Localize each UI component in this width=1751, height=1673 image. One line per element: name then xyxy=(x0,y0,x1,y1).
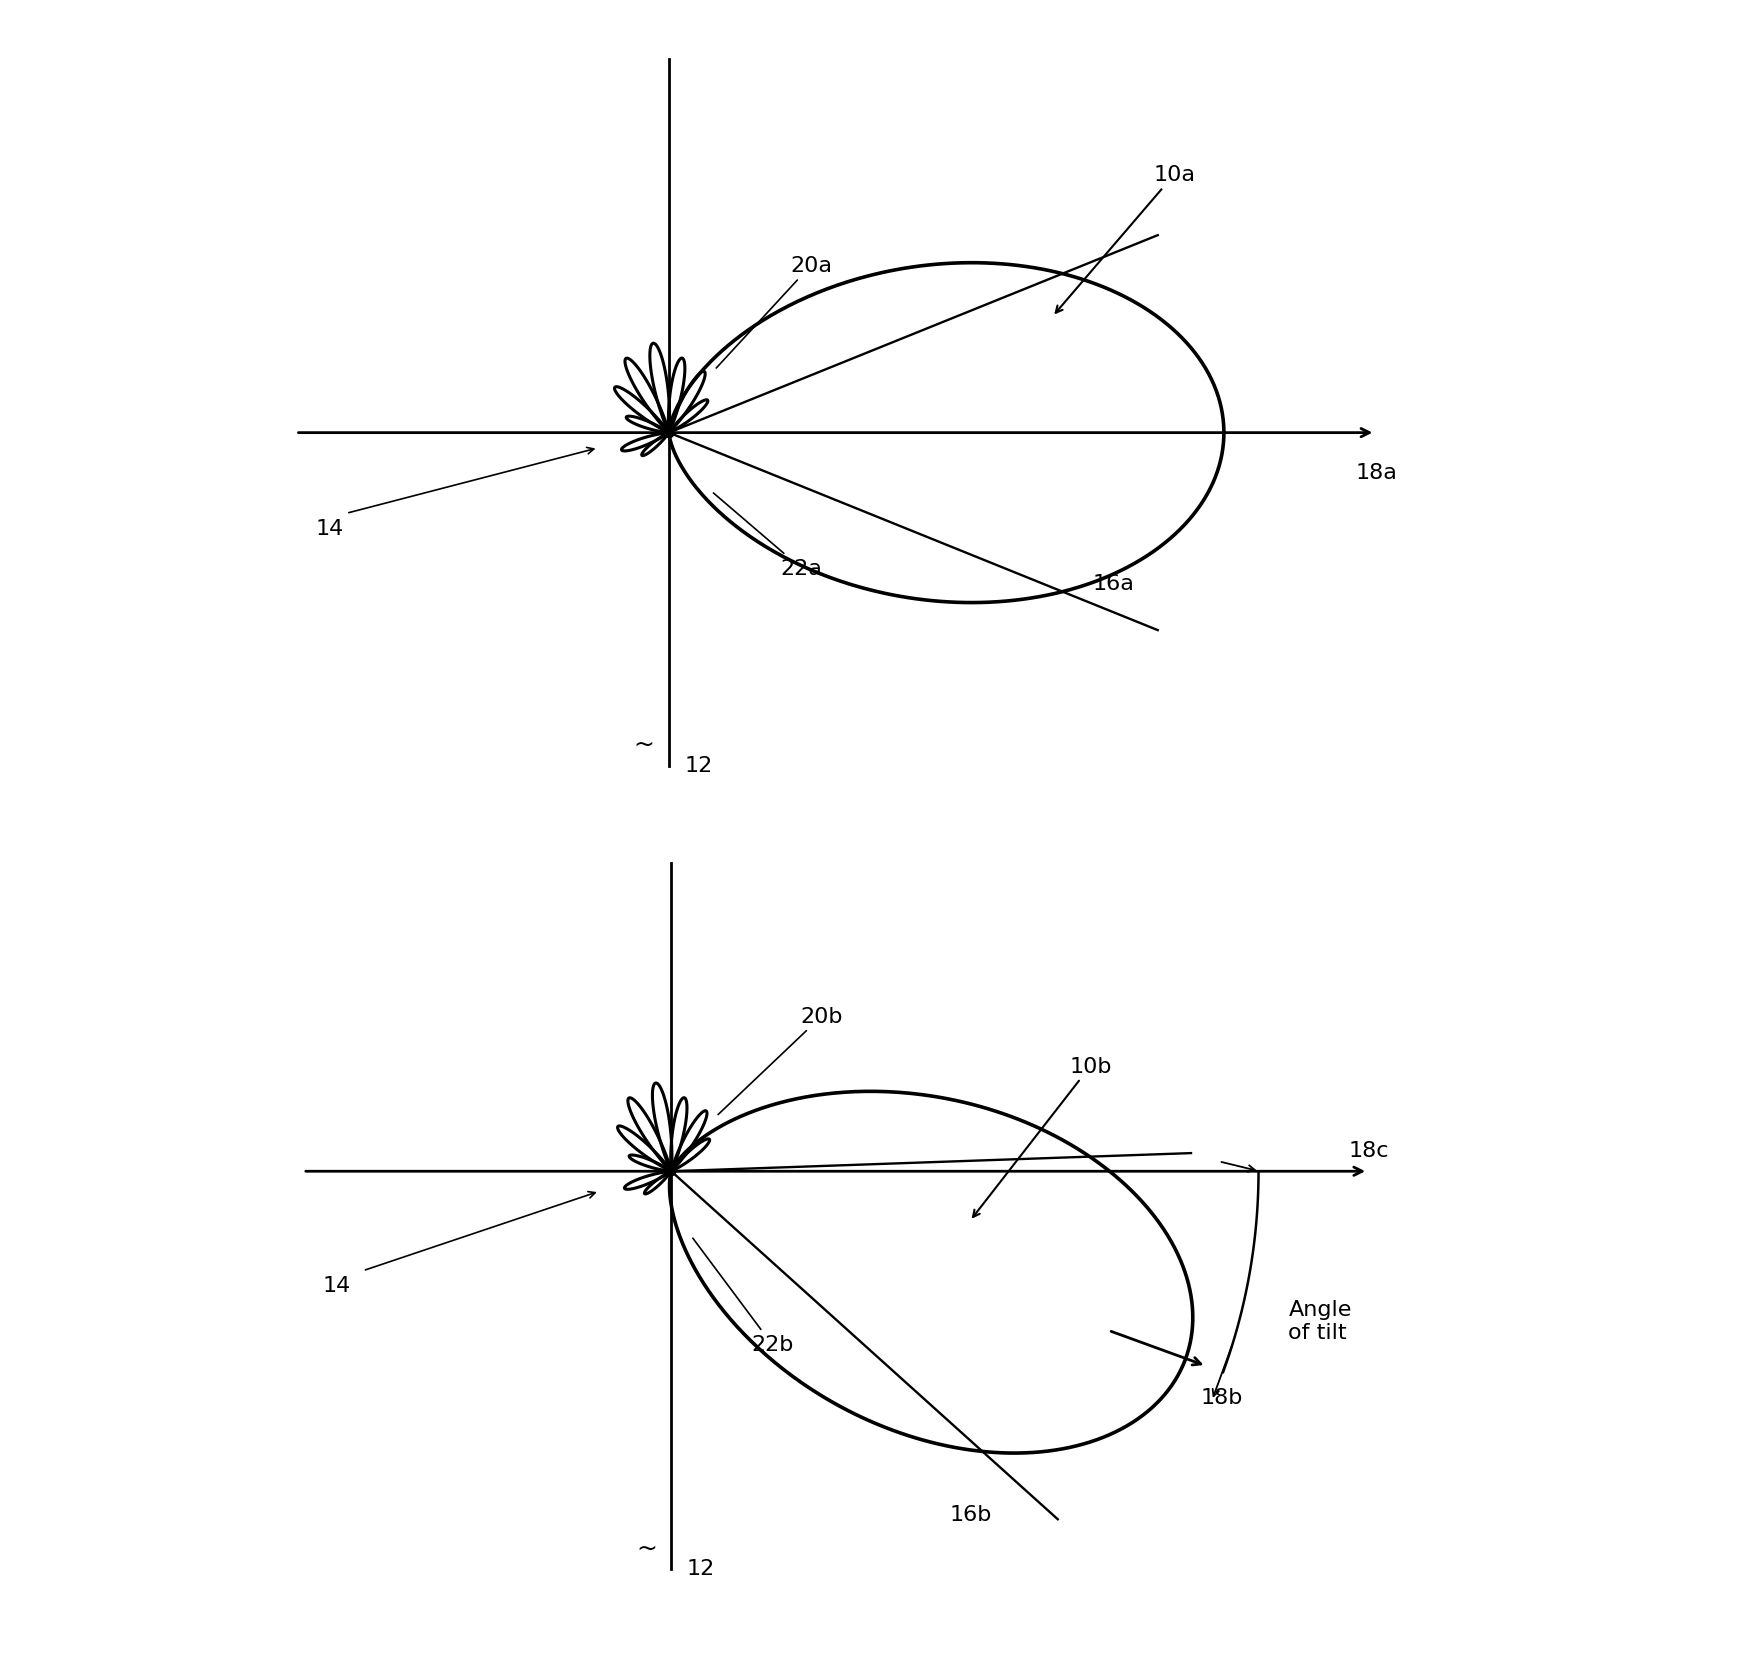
Text: 14: 14 xyxy=(315,519,343,539)
Text: 18c: 18c xyxy=(1348,1141,1389,1161)
Text: ~: ~ xyxy=(636,1536,657,1559)
Text: 14: 14 xyxy=(322,1275,352,1295)
Text: ~: ~ xyxy=(634,733,655,756)
Text: 22b: 22b xyxy=(693,1238,793,1355)
Text: 12: 12 xyxy=(685,755,713,775)
Text: 16b: 16b xyxy=(951,1504,993,1524)
Text: 18b: 18b xyxy=(1201,1387,1243,1407)
Text: 20b: 20b xyxy=(718,1007,844,1114)
Text: 22a: 22a xyxy=(713,494,821,579)
Text: 10a: 10a xyxy=(1056,166,1196,313)
Text: 18a: 18a xyxy=(1355,463,1397,483)
Text: 20a: 20a xyxy=(716,256,832,368)
Text: 10b: 10b xyxy=(974,1056,1112,1218)
Text: 16a: 16a xyxy=(1093,574,1135,594)
Text: Angle
of tilt: Angle of tilt xyxy=(1289,1300,1352,1342)
Text: 12: 12 xyxy=(686,1559,714,1578)
